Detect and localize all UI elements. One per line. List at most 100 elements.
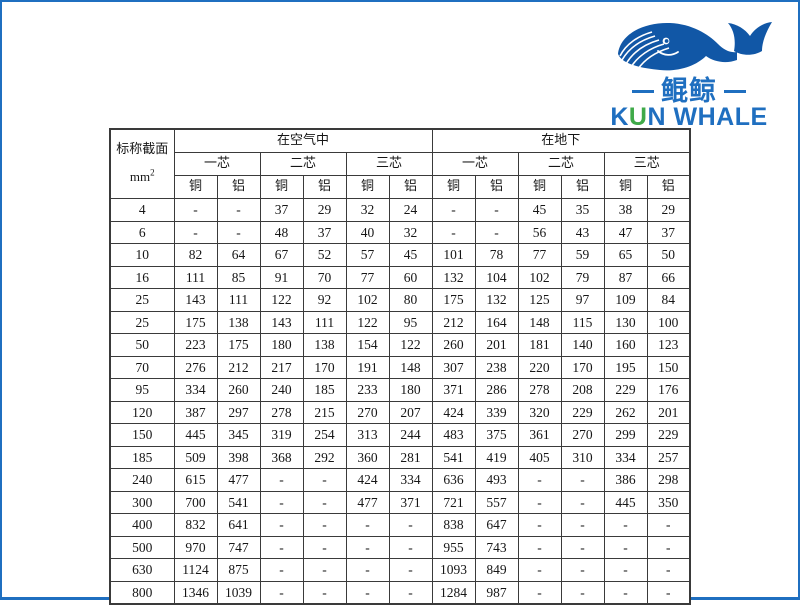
cell-ampacity: 286: [474, 378, 519, 402]
cell-ampacity: -: [474, 198, 519, 222]
cell-nominal-section: 25: [109, 310, 175, 334]
cell-ampacity: 208: [560, 378, 605, 402]
cell-ampacity: 66: [646, 265, 691, 289]
metal-header: 铝: [216, 175, 261, 199]
cell-ampacity: -: [216, 220, 261, 244]
metal-header: 铜: [259, 175, 304, 199]
ampacity-table-container: 标称截面 mm2 在空气中 在地下 一芯 二芯 三芯 一芯 二芯 三芯 铜 铝: [109, 128, 692, 605]
metal-header: 铝: [474, 175, 519, 199]
cell-ampacity: 109: [603, 288, 648, 312]
cell-ampacity: 50: [646, 243, 691, 267]
cell-ampacity: -: [646, 580, 691, 605]
cell-ampacity: -: [603, 513, 648, 537]
cell-ampacity: 67: [259, 243, 304, 267]
cell-ampacity: 29: [302, 198, 347, 222]
cell-ampacity: -: [517, 490, 562, 514]
cell-ampacity: 278: [259, 400, 304, 424]
cell-ampacity: 115: [560, 310, 605, 334]
cell-ampacity: 111: [216, 288, 261, 312]
table-row: 4- -37 29 32 24- -45 35 38 29: [109, 198, 691, 222]
cell-nominal-section: 70: [109, 355, 175, 379]
cell-ampacity: 45: [517, 198, 562, 222]
cell-ampacity: -: [431, 198, 476, 222]
cell-ampacity: 319: [259, 423, 304, 447]
metal-header: 铝: [646, 175, 691, 199]
cell-ampacity: -: [603, 580, 648, 605]
cell-ampacity: 334: [173, 378, 218, 402]
ampacity-table: 标称截面 mm2 在空气中 在地下 一芯 二芯 三芯 一芯 二芯 三芯 铜 铝: [109, 128, 692, 605]
cell-ampacity: 244: [388, 423, 433, 447]
cell-ampacity: -: [603, 535, 648, 559]
cell-ampacity: 24: [388, 198, 433, 222]
logo-english-u: U: [628, 103, 648, 131]
cell-ampacity: 85: [216, 265, 261, 289]
cell-ampacity: 57: [345, 243, 390, 267]
cell-ampacity: 212: [216, 355, 261, 379]
cell-ampacity: -: [646, 513, 691, 537]
cell-ampacity: -: [517, 535, 562, 559]
cell-ampacity: 262: [603, 400, 648, 424]
cell-ampacity: 32: [388, 220, 433, 244]
header-row-metals: 铜 铝 铜 铝 铜 铝 铜 铝 铜 铝 铜 铝: [110, 175, 691, 199]
whale-icon: [618, 22, 772, 71]
cell-ampacity: -: [560, 535, 605, 559]
core-header-ug-2: 二芯: [517, 152, 605, 176]
table-row: 500 970 747- - - -955 743- - - -: [109, 535, 691, 559]
cell-ampacity: 77: [345, 265, 390, 289]
cell-ampacity: 132: [474, 288, 519, 312]
cell-ampacity: 122: [345, 310, 390, 334]
cell-ampacity: -: [560, 558, 605, 582]
metal-header: 铜: [431, 175, 476, 199]
cell-ampacity: 37: [646, 220, 691, 244]
cell-nominal-section: 500: [109, 535, 175, 559]
cell-ampacity: 201: [474, 333, 519, 357]
cell-nominal-section: 16: [109, 265, 175, 289]
cell-ampacity: -: [302, 513, 347, 537]
cell-ampacity: 298: [646, 468, 691, 492]
cell-ampacity: 102: [345, 288, 390, 312]
table-row: 630 1124 875- - - -1093 849- - - -: [109, 558, 691, 582]
cell-ampacity: 647: [474, 513, 519, 537]
cell-ampacity: 185: [302, 378, 347, 402]
metal-header: 铜: [603, 175, 648, 199]
cell-nominal-section: 95: [109, 378, 175, 402]
logo-english-k: K: [610, 103, 629, 131]
cell-ampacity: 260: [216, 378, 261, 402]
table-row: 120 387 297 278 215 270 207 424 339 320 229 262 201: [109, 400, 691, 424]
metal-header: 铜: [345, 175, 390, 199]
header-row-cores: 一芯 二芯 三芯 一芯 二芯 三芯: [110, 152, 691, 176]
cell-ampacity: 257: [646, 445, 691, 469]
metal-header: 铝: [388, 175, 433, 199]
logo-rule-left: [632, 89, 654, 93]
cell-ampacity: 170: [560, 355, 605, 379]
cell-ampacity: 47: [603, 220, 648, 244]
cell-ampacity: 276: [173, 355, 218, 379]
cell-ampacity: 292: [302, 445, 347, 469]
stub-title: 标称截面: [116, 142, 169, 158]
cell-ampacity: 140: [560, 333, 605, 357]
cell-ampacity: 122: [259, 288, 304, 312]
cell-ampacity: -: [517, 468, 562, 492]
logo-chinese-name: 鲲鲸: [594, 76, 784, 106]
cell-ampacity: -: [345, 580, 390, 605]
cell-ampacity: 195: [603, 355, 648, 379]
header-row-group: 标称截面 mm2 在空气中 在地下: [109, 128, 691, 199]
cell-ampacity: 424: [431, 400, 476, 424]
cell-ampacity: -: [173, 220, 218, 244]
cell-ampacity: 345: [216, 423, 261, 447]
cell-ampacity: 398: [216, 445, 261, 469]
table-row: 25 175 138 143 111 122 95 212 164 148 115 130 100: [109, 310, 691, 334]
cell-ampacity: 297: [216, 400, 261, 424]
cell-ampacity: 278: [517, 378, 562, 402]
cell-nominal-section: 50: [109, 333, 175, 357]
cell-ampacity: 65: [603, 243, 648, 267]
cell-ampacity: 102: [517, 265, 562, 289]
cell-ampacity: 229: [560, 400, 605, 424]
cell-ampacity: -: [302, 468, 347, 492]
cell-ampacity: 334: [388, 468, 433, 492]
table-row: 10 82 64 67 52 57 45 101 78 77 59 65 50: [109, 243, 691, 267]
cell-ampacity: 371: [388, 490, 433, 514]
cell-ampacity: 233: [345, 378, 390, 402]
cell-ampacity: -: [259, 558, 304, 582]
cell-ampacity: 615: [173, 468, 218, 492]
